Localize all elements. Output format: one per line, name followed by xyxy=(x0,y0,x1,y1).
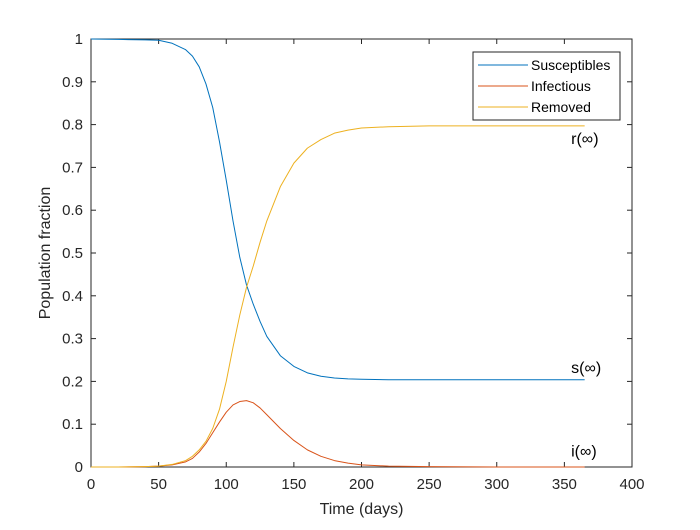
y-tick-label: 0.2 xyxy=(62,373,83,390)
y-axis-label: Population fraction xyxy=(37,187,54,320)
y-tick-label: 0.4 xyxy=(62,288,83,305)
x-tick-label: 300 xyxy=(484,476,509,493)
x-tick-label: 50 xyxy=(150,476,167,493)
legend-entry-infectious: Infectious xyxy=(531,78,591,94)
annotation-label: s(∞) xyxy=(571,360,601,377)
x-tick-label: 0 xyxy=(87,476,95,493)
x-tick-label: 250 xyxy=(417,476,442,493)
x-tick-label: 400 xyxy=(619,476,644,493)
y-tick-label: 0.8 xyxy=(62,117,83,134)
y-tick-label: 0.6 xyxy=(62,202,83,219)
x-tick-label: 150 xyxy=(281,476,306,493)
series-layer xyxy=(90,38,585,468)
series-line-susceptibles xyxy=(90,38,585,381)
x-tick-label: 200 xyxy=(349,476,374,493)
y-tick-label: 0.1 xyxy=(62,416,83,433)
series-line-removed xyxy=(91,125,585,468)
y-tick-label: 0.7 xyxy=(62,159,83,176)
y-tick-label: 0.9 xyxy=(62,74,83,91)
y-tick-label: 0.5 xyxy=(62,245,83,262)
x-tick-label: 350 xyxy=(552,476,577,493)
annotation-label: r(∞) xyxy=(571,131,598,148)
y-tick-label: 0 xyxy=(75,459,83,476)
legend: Susceptibles Infectious Removed xyxy=(472,51,621,121)
legend-entry-removed: Removed xyxy=(531,99,591,115)
annotation-label: i(∞) xyxy=(571,443,597,460)
y-tick-label: 1 xyxy=(75,31,83,48)
legend-entry-susceptibles: Susceptibles xyxy=(531,57,610,73)
x-axis-label: Time (days) xyxy=(320,501,404,518)
y-tick-label: 0.3 xyxy=(62,331,83,348)
annotations: r(∞) s(∞) i(∞) xyxy=(571,131,601,460)
series-line-infectious xyxy=(91,400,585,468)
x-tick-label: 100 xyxy=(214,476,239,493)
